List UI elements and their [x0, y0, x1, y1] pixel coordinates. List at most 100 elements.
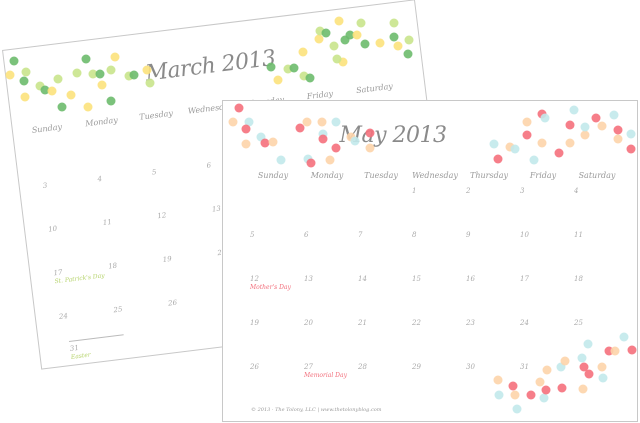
day-number: 16 [466, 275, 475, 283]
day-cell: 28 [358, 363, 367, 372]
day-cell: 11 [574, 231, 583, 240]
day-number: 10 [520, 231, 529, 239]
day-number: 1 [412, 187, 417, 195]
day-cell: 30 [466, 363, 475, 372]
day-number: 22 [412, 319, 421, 327]
day-number: 5 [250, 231, 255, 239]
day-cell: 26 [168, 299, 178, 309]
weekday-saturday: Saturday [355, 81, 394, 96]
day-cell: 20 [304, 319, 313, 328]
weekday-monday: Monday [84, 115, 119, 129]
day-cell: 10 [520, 231, 529, 240]
day-number: 6 [304, 231, 309, 239]
day-number: 17 [53, 268, 63, 278]
day-number: 13 [211, 204, 222, 214]
day-cell: 10 [48, 225, 58, 235]
day-number: 12 [250, 275, 259, 283]
day-cell: 14 [358, 275, 367, 284]
day-number: 5 [151, 168, 157, 177]
day-number: 19 [250, 319, 259, 327]
day-cell: 31 [520, 363, 529, 372]
day-cell: 6 [304, 231, 308, 240]
day-cell: 25 [113, 305, 123, 315]
day-cell: 17 [520, 275, 529, 284]
divider [68, 334, 124, 343]
day-number: 29 [412, 363, 421, 371]
day-number: 8 [412, 231, 417, 239]
day-number: 10 [47, 224, 58, 234]
day-cell: 11 [102, 218, 112, 228]
day-cell: 29 [412, 363, 421, 372]
day-cell: 18 [108, 262, 118, 272]
day-number: 2 [466, 187, 471, 195]
day-number: 9 [466, 231, 471, 239]
day-cell: 5 [152, 168, 158, 177]
copyright-footer: © 2013 · The Tolony, LLC | www.thetolony… [251, 407, 382, 413]
day-cell: 2 [466, 187, 470, 196]
day-cell: 13 [304, 275, 313, 284]
weekday-thursday: Thursday [470, 171, 508, 180]
day-number: 4 [96, 174, 103, 184]
day-cell: 24 [58, 312, 68, 322]
day-cell: 9 [466, 231, 470, 240]
weekday-monday: Monday [310, 171, 344, 180]
day-cell: 1 [412, 187, 416, 196]
day-number: 15 [412, 275, 421, 283]
day-cell: 31 Easter [69, 343, 91, 362]
holiday-label: Memorial Day [304, 372, 347, 379]
day-number: 27 [304, 363, 313, 371]
day-cell: 8 [412, 231, 416, 240]
day-number: 25 [574, 319, 583, 327]
day-cell: 19 [162, 255, 172, 265]
day-number: 21 [358, 319, 367, 327]
day-number: 24 [520, 319, 529, 327]
day-number: 30 [466, 363, 475, 371]
day-cell: 12 Mother's Day [250, 275, 291, 292]
day-cell: 3 [42, 182, 48, 191]
holiday-label: Easter [70, 351, 92, 361]
day-cell: 7 [358, 231, 362, 240]
day-cell: 26 [250, 363, 259, 372]
month-title: March 2013 [144, 45, 277, 87]
weekday-friday: Friday [529, 171, 557, 180]
day-cell: 18 [574, 275, 583, 284]
day-number: 20 [304, 319, 313, 327]
weekday-tuesday: Tuesday [364, 171, 398, 180]
day-cell: 16 [466, 275, 475, 284]
weekday-tuesday: Tuesday [138, 108, 174, 122]
day-cell: 4 [574, 187, 578, 196]
weekday-saturday: Saturday [578, 171, 616, 180]
day-number: 3 [520, 187, 525, 195]
day-cell: 15 [412, 275, 421, 284]
day-cell: 4 [97, 175, 103, 184]
day-number: 12 [156, 211, 167, 221]
day-number: 31 [69, 343, 80, 353]
day-number: 11 [102, 217, 113, 227]
day-number: 28 [358, 363, 367, 371]
day-cell: 5 [250, 231, 254, 240]
day-cell: 12 [157, 211, 167, 221]
day-cell: 3 [520, 187, 524, 196]
day-number: 18 [574, 275, 583, 283]
day-cell: 22 [412, 319, 421, 328]
may-calendar-page: May 2013 Sunday Monday Tuesday Wednesday Thu… [222, 100, 638, 422]
weekday-sunday: Sunday [31, 122, 63, 135]
day-number: 19 [162, 254, 173, 264]
day-number: 31 [520, 363, 529, 371]
holiday-label: Mother's Day [250, 284, 291, 291]
day-cell: 21 [358, 319, 367, 328]
day-number: 11 [574, 231, 583, 239]
month-title: May 2013 [339, 123, 447, 148]
day-cell: 23 [466, 319, 475, 328]
day-number: 23 [466, 319, 475, 327]
day-cell: 27 Memorial Day [304, 363, 347, 380]
day-cell: 24 [520, 319, 529, 328]
day-cell: 25 [574, 319, 583, 328]
day-number: 24 [58, 311, 69, 322]
day-number: 26 [250, 363, 259, 371]
day-number: 26 [167, 298, 178, 308]
day-number: 6 [206, 161, 212, 170]
day-number: 18 [107, 261, 118, 271]
day-cell: 6 [206, 161, 212, 170]
day-cell: 19 [250, 319, 259, 328]
